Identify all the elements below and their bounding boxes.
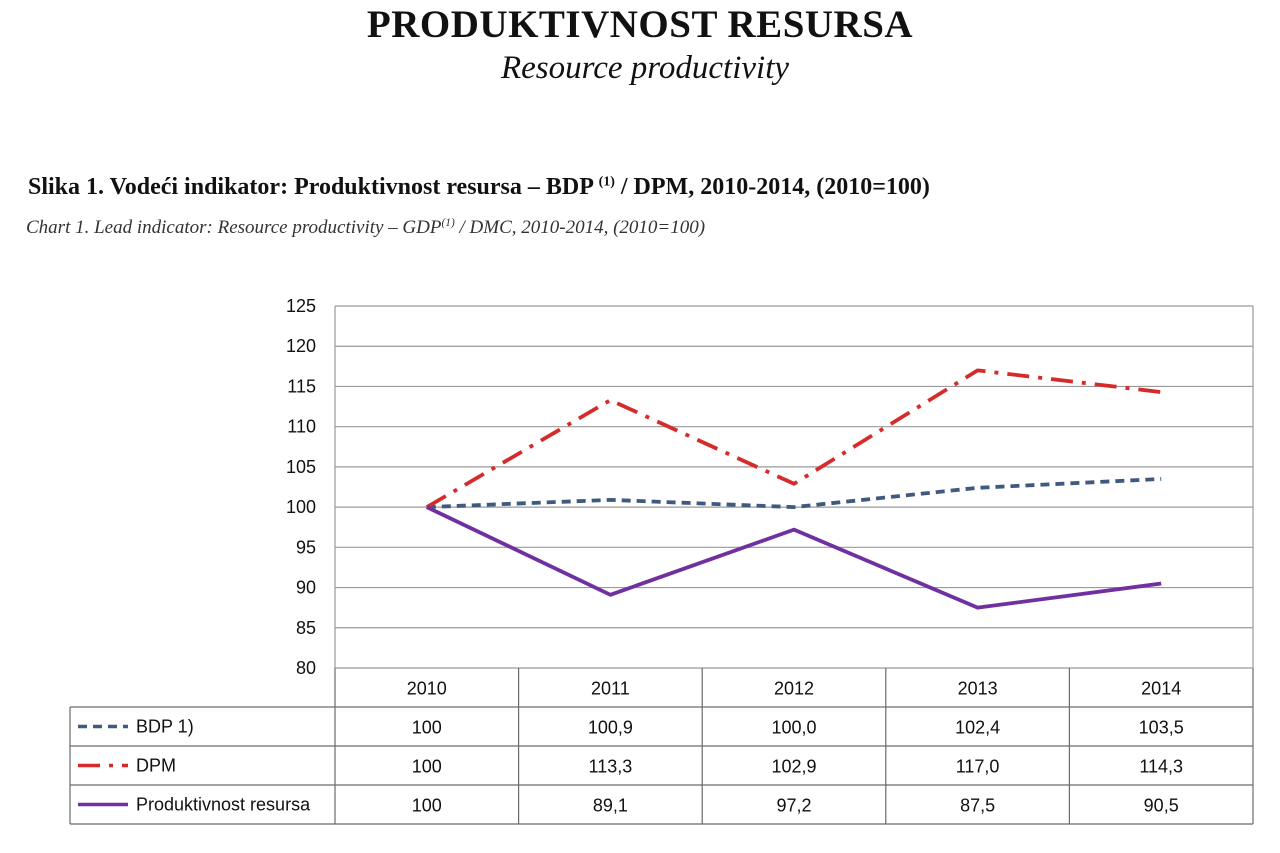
table-value: 113,3 [589,757,633,777]
x-tick-label: 2014 [1141,679,1181,699]
legend-label: Produktivnost resursa [136,795,311,815]
table-value: 102,9 [771,757,816,777]
y-tick-label: 110 [287,417,316,437]
x-tick-label: 2013 [958,679,998,699]
table-value: 103,5 [1139,718,1184,738]
table-value: 100 [412,718,442,738]
table-value: 117,0 [956,757,1000,777]
y-tick-label: 120 [286,336,316,356]
table-value: 90,5 [1144,796,1179,816]
table-value: 114,3 [1139,757,1183,777]
x-tick-label: 2010 [407,679,447,699]
table-value: 100,0 [771,718,816,738]
chart-caption-en-suffix: / DMC, 2010-2014, (2010=100) [454,217,706,238]
x-tick-label: 2011 [591,679,630,699]
chart-caption-sup: (1) [598,174,615,190]
table-value: 87,5 [960,796,995,816]
x-tick-label: 2012 [774,679,814,699]
y-tick-label: 95 [296,537,316,557]
series-line-0 [426,477,1162,510]
page-subtitle: Resource productivity [500,50,790,86]
table-value: 100 [412,796,442,816]
legend-label: DPM [136,756,176,776]
chart-caption-en-sup: (1) [441,217,455,230]
y-tick-label: 80 [296,658,316,678]
legend-label: BDP 1) [136,717,194,737]
table-value: 100,9 [588,718,633,738]
table-value: 102,4 [955,718,1000,738]
page-title: PRODUKTIVNOST RESURSA [366,3,914,46]
table-value: 89,1 [593,796,628,816]
series-line-1 [425,368,1162,509]
chart-caption: Slika 1. Vodeći indikator: Produktivnost… [28,174,930,201]
y-tick-label: 125 [286,296,316,316]
y-tick-label: 90 [296,578,316,598]
y-tick-label: 100 [286,497,316,517]
y-tick-label: 85 [296,618,316,638]
chart-caption-suffix: / DPM, 2010-2014, (2010=100) [614,174,930,200]
series-line-2 [425,505,1162,610]
table-value: 100 [412,757,442,777]
chart-caption-prefix: Slika 1. Vodeći indikator: Produktivnost… [28,174,593,200]
chart-caption-en-prefix: Chart 1. Lead indicator: Resource produc… [26,217,442,238]
chart-caption-en: Chart 1. Lead indicator: Resource produc… [26,217,705,239]
y-tick-label: 105 [286,457,316,477]
y-tick-label: 115 [287,376,316,396]
table-value: 97,2 [776,796,811,816]
